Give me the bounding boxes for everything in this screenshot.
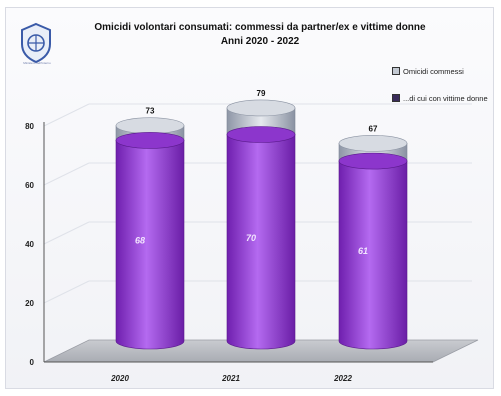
x-tick-label: 2020 — [110, 374, 129, 383]
x-tick-label: 2021 — [221, 374, 240, 383]
legend-swatch-total — [392, 67, 400, 75]
legend-label-women: ...di cui con vittime donne — [403, 93, 488, 103]
x-tick-label: 2022 — [333, 374, 352, 383]
bar-total-top — [338, 135, 408, 152]
y-tick-label: 80 — [25, 122, 34, 131]
bar-total-top — [115, 117, 185, 134]
bar-women-top — [338, 152, 408, 170]
bar-total-top — [226, 99, 296, 117]
legend-label-total: Omicidi commessi — [403, 66, 464, 76]
data-label-total: 79 — [257, 89, 266, 98]
logo-caption: Ministero dell'Interno — [23, 61, 51, 65]
bar-women-top — [226, 126, 296, 143]
y-tick-label: 40 — [25, 240, 34, 249]
bar-women — [226, 134, 296, 350]
y-tick-label: 60 — [25, 181, 34, 190]
gridline — [43, 280, 90, 304]
data-label-women: 70 — [246, 233, 256, 243]
data-label-women: 61 — [358, 246, 368, 256]
y-tick-label: 20 — [25, 299, 34, 308]
y-tick-label: 0 — [30, 358, 35, 367]
gridline — [43, 221, 90, 245]
data-label-total: 73 — [146, 107, 155, 116]
bar-women — [338, 160, 408, 350]
emblem-icon — [21, 22, 51, 64]
bar-women-top — [115, 132, 185, 149]
gridline — [43, 103, 90, 127]
data-label-women: 68 — [135, 236, 145, 246]
gridline — [43, 162, 90, 186]
legend-item-total: Omicidi commessi — [392, 65, 500, 77]
legend-item-women: ...di cui con vittime donne — [392, 92, 500, 104]
bar-women — [115, 140, 185, 350]
legend-swatch-women — [392, 94, 400, 102]
legend: Omicidi commessi ...di cui con vittime d… — [392, 65, 500, 119]
chart-title: Omicidi volontari consumati: commessi da… — [94, 22, 426, 33]
chart-subtitle: Anni 2020 - 2022 — [220, 36, 300, 47]
data-label-total: 67 — [369, 124, 378, 133]
